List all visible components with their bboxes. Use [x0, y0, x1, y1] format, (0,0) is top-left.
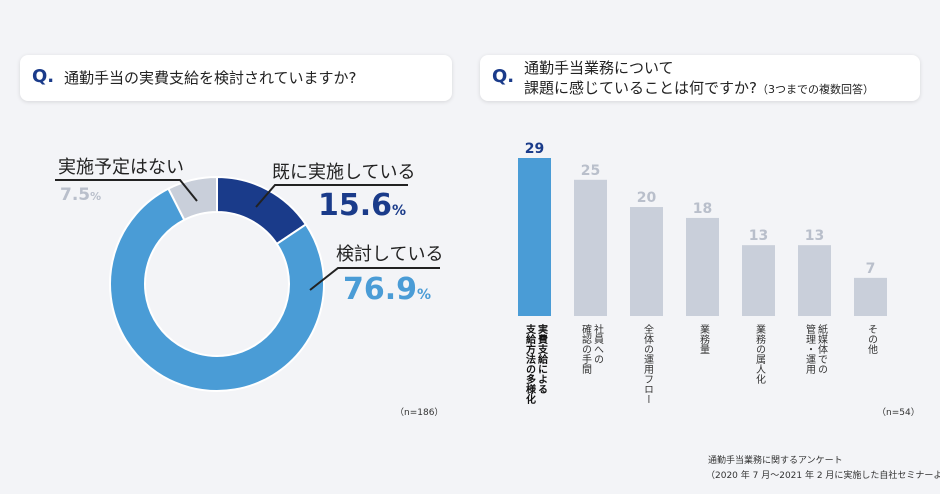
bar-category-label-0-line-1: 支給方法の多様化 [523, 324, 535, 404]
label-considering-text: 検討している [336, 244, 444, 265]
bar-category-label-6: その他 [865, 324, 877, 354]
label-no-plan: 実施予定はない [58, 153, 184, 179]
label-implemented: 既に実施している [272, 158, 415, 184]
donut-slice-implemented [216, 175, 308, 246]
value-implemented-unit: % [392, 203, 407, 219]
bar-category-label-2-line-0: 全体の運用フロー [641, 324, 653, 404]
bar-value-label-6: 7 [866, 261, 876, 277]
bar-value-label-3: 18 [693, 201, 712, 217]
bar-5 [798, 245, 831, 316]
right-question-line1: 通勤手当業務について [524, 59, 674, 77]
bar-category-label-1-line-1: 確認の手間 [579, 324, 591, 374]
value-no-plan: 7.5% [60, 185, 101, 205]
value-considering-number: 76.9 [343, 272, 418, 307]
bar-category-label-0: 実費支給による 支給方法の多様化 [523, 324, 547, 404]
right-question-note: （3つまでの複数回答） [756, 83, 874, 96]
right-n-note: （n=54） [877, 408, 920, 418]
bar-category-label-2: 全体の運用フロー [641, 324, 653, 404]
bar-1 [574, 179, 607, 316]
bar-category-label-5-line-1: 管理・運用 [803, 324, 815, 374]
footer-line1: 通勤手当業務に関するアンケート [708, 456, 843, 466]
bar-value-label-1: 25 [581, 163, 600, 179]
donut-slice-no-plan [167, 175, 218, 222]
value-considering-unit: % [417, 287, 432, 303]
bar-0 [518, 158, 551, 316]
left-n-note: （n=186） [395, 408, 444, 418]
bar-value-label-5: 13 [805, 228, 824, 244]
value-considering: 76.9% [343, 272, 431, 307]
right-question-text: 通勤手当業務について 課題に感じていることは何ですか?（3つまでの複数回答） [524, 58, 874, 100]
bar-category-label-1: 社員への 確認の手間 [579, 324, 603, 374]
bar-category-label-5-line-0: 紙媒体での [815, 324, 827, 374]
bar-category-label-1-line-0: 社員への [591, 324, 603, 364]
label-no-plan-text: 実施予定はない [58, 157, 184, 178]
bar-4 [742, 245, 775, 316]
left-question-text: 通勤手当の実費支給を検討されていますか? [64, 69, 357, 87]
bar-6 [854, 277, 887, 316]
left-q-mark: Q. [32, 66, 55, 87]
bar-category-label-3: 業務量 [697, 324, 709, 354]
bar-value-label-2: 20 [637, 190, 657, 206]
bar-category-label-4-line-0: 業務の属人化 [753, 324, 765, 384]
footer-line2: （2020 年 7 月〜2021 年 2 月に実施した自社セミナーより） [706, 471, 940, 481]
value-no-plan-number: 7.5 [60, 185, 91, 205]
bar-value-label-0: 29 [525, 141, 544, 157]
bar-category-label-3-line-0: 業務量 [697, 324, 709, 354]
bar-3 [686, 217, 719, 316]
label-considering: 検討している [336, 240, 443, 266]
bar-category-label-4: 業務の属人化 [753, 324, 765, 384]
bar-category-label-5: 紙媒体での 管理・運用 [803, 324, 827, 374]
value-implemented-number: 15.6 [318, 188, 393, 223]
bar-value-label-4: 13 [749, 228, 768, 244]
right-question-box: Q. 通勤手当業務について 課題に感じていることは何ですか?（3つまでの複数回答… [480, 55, 920, 101]
bar-category-label-0-line-0: 実費支給による [535, 324, 547, 394]
label-implemented-text: 既に実施している [272, 162, 416, 183]
bar-2 [630, 207, 663, 316]
left-question-box: Q. 通勤手当の実費支給を検討されていますか? [20, 55, 452, 101]
bar-category-label-6-line-0: その他 [865, 324, 877, 354]
value-no-plan-unit: % [90, 190, 102, 203]
right-question-line2: 課題に感じていることは何ですか? [524, 79, 757, 97]
value-implemented: 15.6% [318, 188, 406, 223]
right-q-mark: Q. [492, 66, 515, 87]
donut-slice-considering [109, 187, 325, 392]
